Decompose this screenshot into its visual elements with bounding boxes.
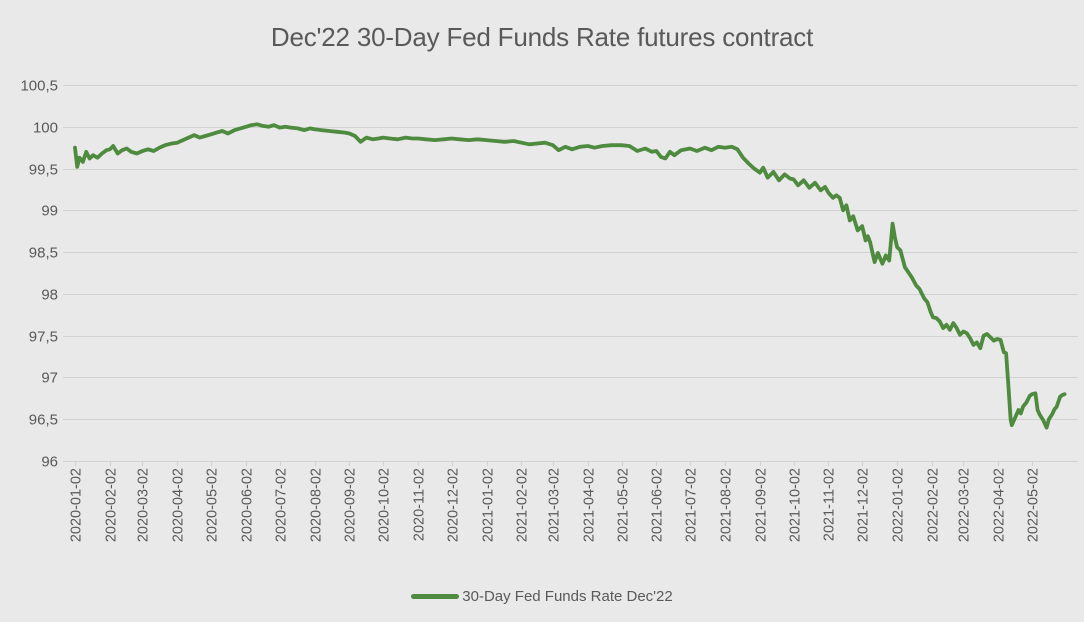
svg-text:2020-01-02: 2020-01-02: [69, 468, 85, 542]
svg-text:2021-07-02: 2021-07-02: [684, 468, 700, 542]
svg-text:2022-03-02: 2022-03-02: [957, 468, 973, 542]
legend-label: 30-Day Fed Funds Rate Dec'22: [462, 588, 673, 605]
legend-line-swatch: [411, 594, 460, 599]
legend: 30-Day Fed Funds Rate Dec'22: [0, 588, 1084, 605]
svg-text:2022-02-02: 2022-02-02: [926, 468, 942, 542]
svg-text:2022-04-02: 2022-04-02: [992, 468, 1008, 542]
svg-text:2020-04-02: 2020-04-02: [171, 468, 187, 542]
svg-text:2021-01-02: 2021-01-02: [481, 468, 497, 542]
svg-text:96: 96: [41, 454, 58, 471]
svg-text:2020-03-02: 2020-03-02: [136, 468, 152, 542]
svg-text:98: 98: [41, 287, 58, 304]
svg-text:2021-02-02: 2021-02-02: [515, 468, 531, 542]
svg-text:2020-02-02: 2020-02-02: [104, 468, 120, 542]
svg-text:98,5: 98,5: [29, 245, 58, 262]
svg-text:2020-12-02: 2020-12-02: [446, 468, 462, 542]
svg-text:2021-04-02: 2021-04-02: [582, 468, 598, 542]
svg-text:2021-05-02: 2021-05-02: [616, 468, 632, 542]
svg-text:2020-06-02: 2020-06-02: [240, 468, 256, 542]
series-line: [73, 122, 1067, 430]
svg-text:97: 97: [41, 370, 58, 387]
svg-text:100,5: 100,5: [20, 78, 58, 95]
svg-text:2021-08-02: 2021-08-02: [719, 468, 735, 542]
svg-text:2021-06-02: 2021-06-02: [650, 468, 666, 542]
svg-text:2021-03-02: 2021-03-02: [547, 468, 563, 542]
svg-text:2020-08-02: 2020-08-02: [309, 468, 325, 542]
svg-text:2020-05-02: 2020-05-02: [205, 468, 221, 542]
svg-text:2020-10-02: 2020-10-02: [377, 468, 393, 542]
svg-text:2020-11-02: 2020-11-02: [412, 468, 428, 541]
svg-text:99: 99: [41, 203, 58, 220]
svg-text:97,5: 97,5: [29, 329, 58, 346]
svg-text:96,5: 96,5: [29, 412, 58, 429]
svg-text:2022-01-02: 2022-01-02: [891, 468, 907, 542]
y-axis-labels: 100,5 100 99,5 99 98,5 98 97,5 97 96,5 96: [20, 78, 58, 471]
svg-text:100: 100: [33, 120, 58, 137]
svg-text:2020-07-02: 2020-07-02: [274, 468, 290, 542]
svg-text:2021-11-02: 2021-11-02: [822, 468, 838, 541]
svg-text:2021-12-02: 2021-12-02: [856, 468, 872, 542]
svg-text:2020-09-02: 2020-09-02: [343, 468, 359, 542]
chart-title: Dec'22 30-Day Fed Funds Rate futures con…: [270, 22, 814, 52]
svg-text:2021-09-02: 2021-09-02: [754, 468, 770, 542]
svg-text:2021-10-02: 2021-10-02: [788, 468, 804, 542]
svg-text:2022-05-02: 2022-05-02: [1026, 468, 1042, 542]
gridlines: [63, 85, 1078, 466]
x-axis-labels: 2020-01-02 2020-02-02 2020-03-02 2020-04-02…: [69, 468, 1042, 542]
svg-text:99,5: 99,5: [29, 162, 58, 179]
